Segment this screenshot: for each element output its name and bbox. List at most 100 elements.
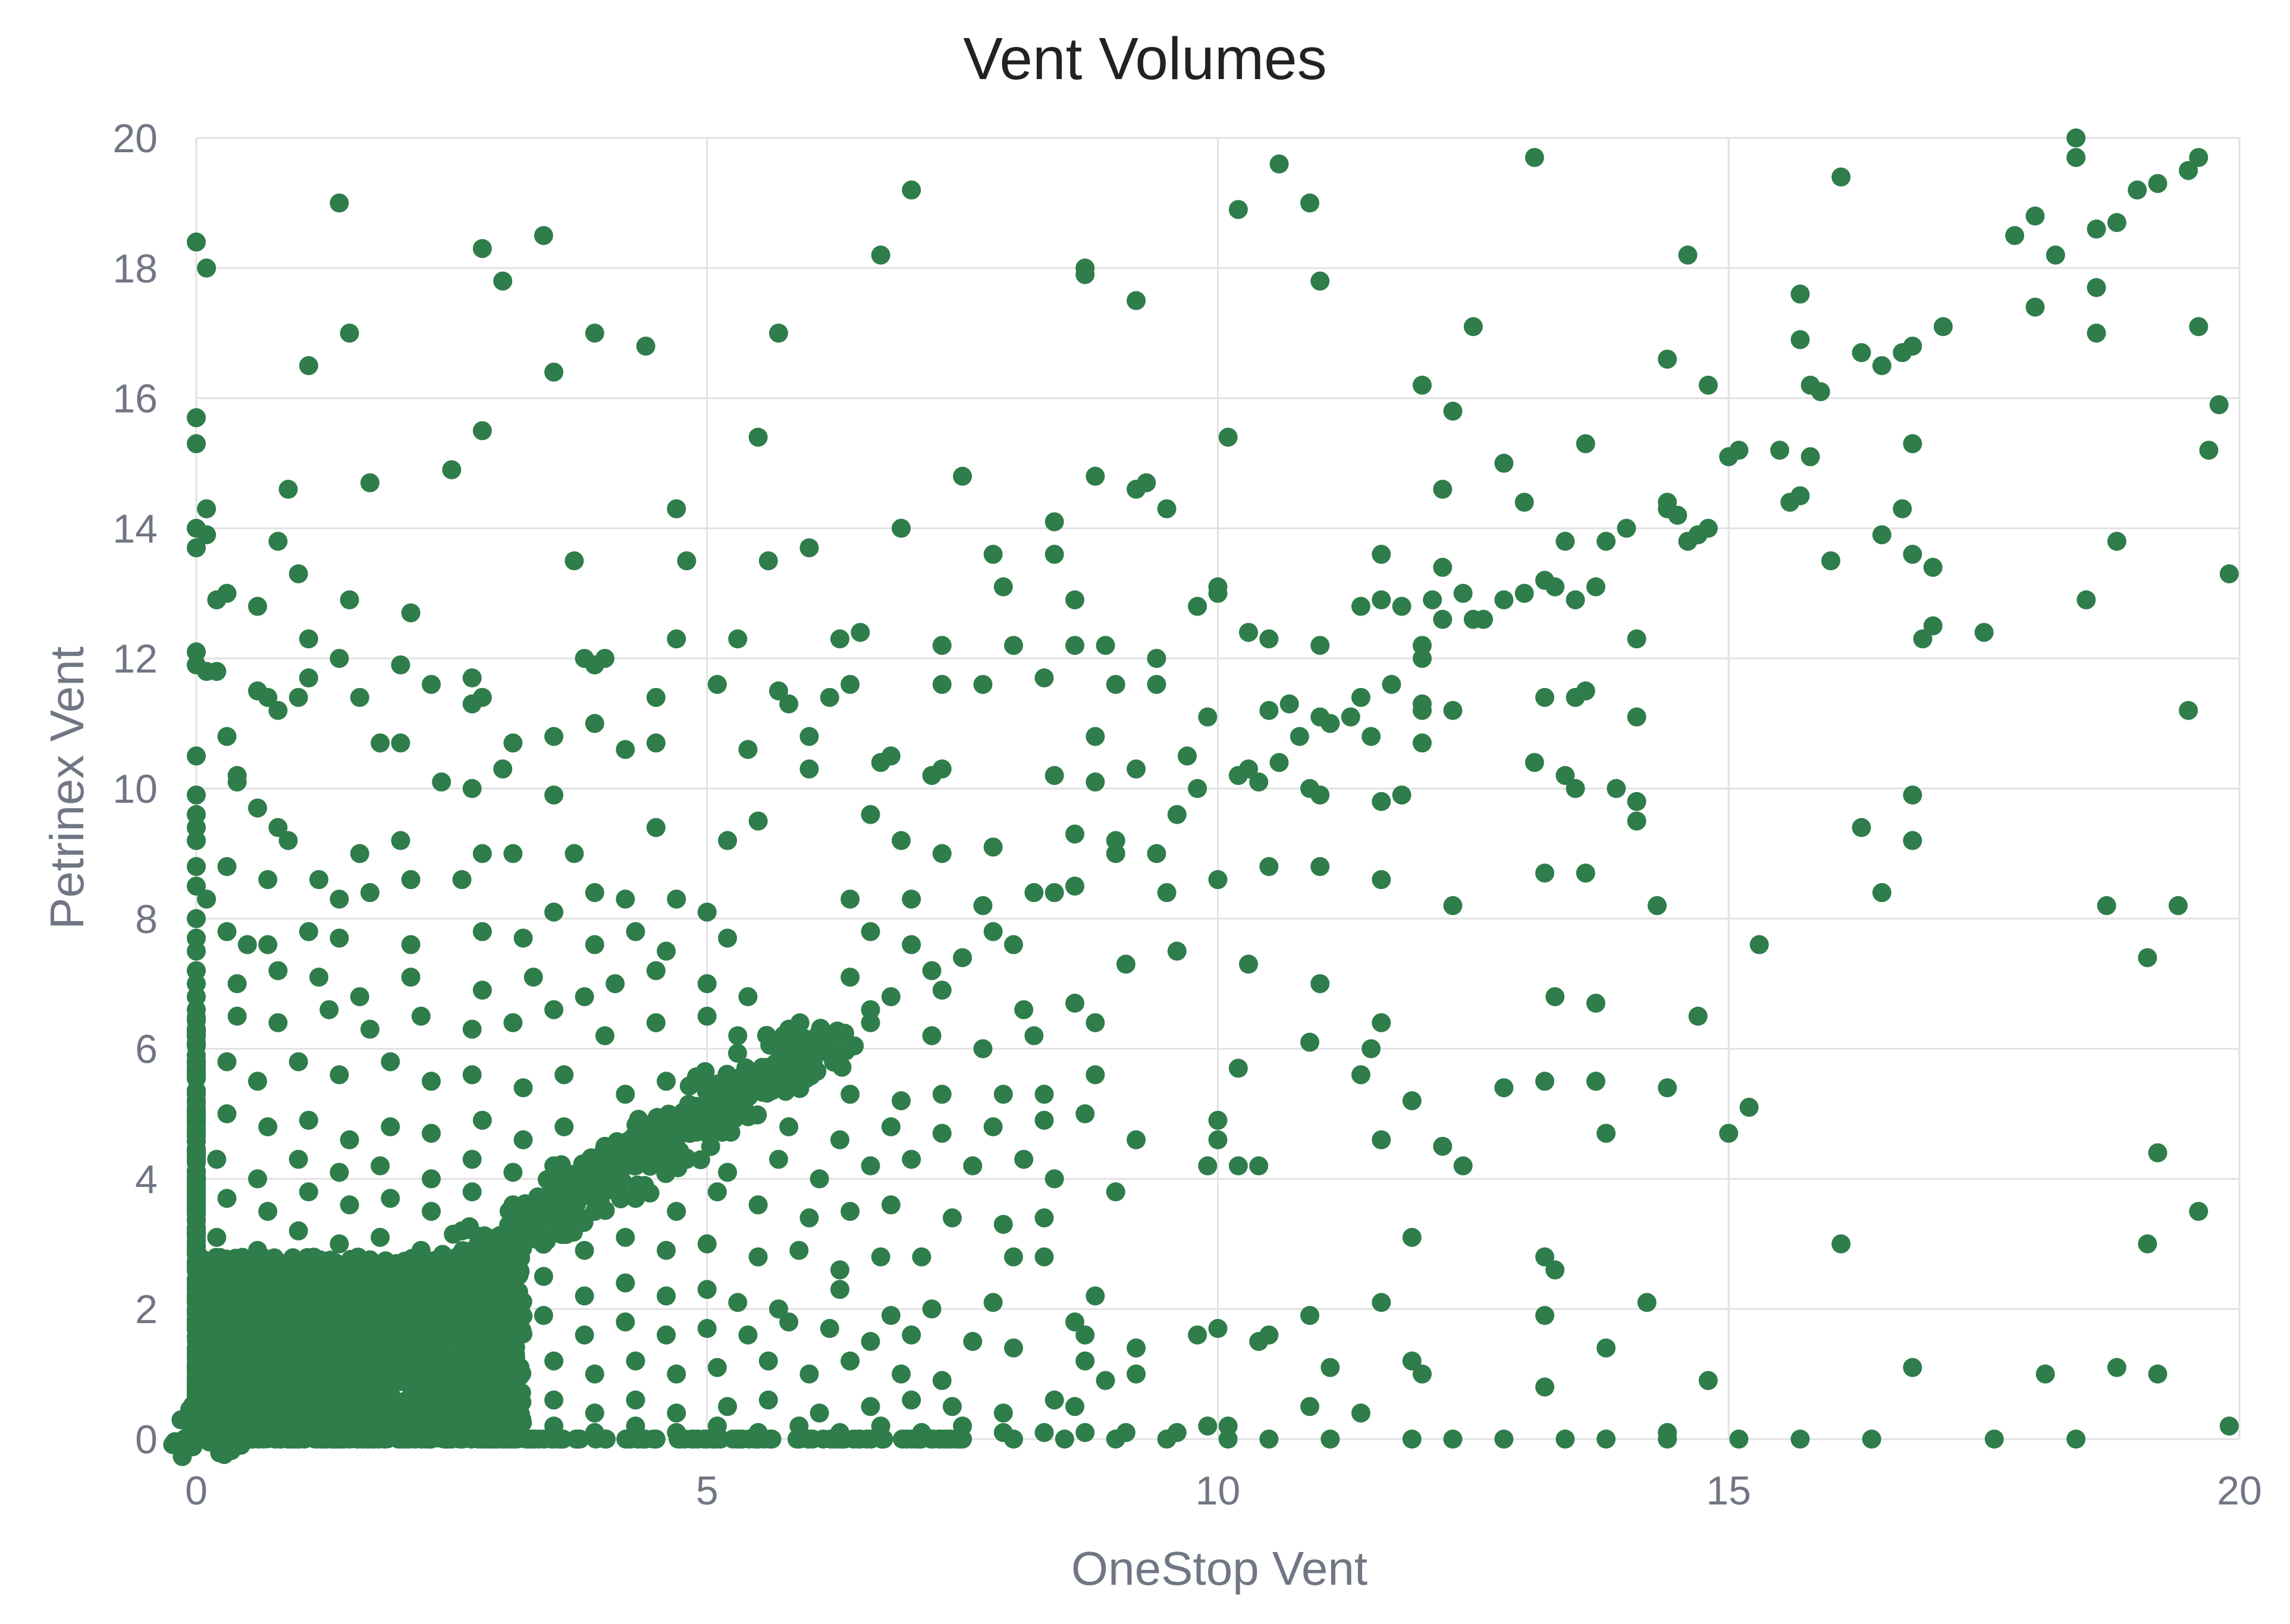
data-point [1862,1430,1881,1449]
data-point [983,922,1003,941]
data-point [288,1052,308,1072]
data-point [1086,1065,1105,1085]
data-point [258,1117,278,1136]
data-point [881,1195,901,1215]
y-tick-label: 12 [112,636,158,681]
data-point [1658,492,1677,512]
data-point [2179,701,2198,720]
data-point [381,1052,400,1072]
data-point [983,545,1003,564]
data-point [942,1208,962,1228]
data-point [217,1052,237,1072]
data-point [640,1183,660,1203]
data-point [585,1202,604,1221]
data-point [738,1104,758,1123]
data-point [187,1019,206,1039]
data-point [651,1143,671,1163]
data-point [1147,674,1166,694]
data-point [187,961,206,981]
data-point [187,831,206,850]
data-point [1535,1247,1555,1267]
data-point [1351,687,1370,707]
data-point [768,323,788,343]
data-point [1494,1078,1514,1098]
data-point [718,928,738,948]
data-point [1382,674,1401,694]
data-point [268,818,288,837]
data-point [1535,570,1555,590]
data-point [1831,1234,1851,1254]
data-point [1004,935,1023,954]
data-point [922,1299,942,1319]
data-point [1903,785,1922,805]
data-point [585,1364,604,1384]
data-point [1004,636,1023,655]
data-point [902,889,921,909]
data-point [2107,1358,2126,1377]
data-point [1524,753,1544,772]
data-point [1923,616,1943,636]
data-point [626,1390,645,1410]
data-point [748,811,768,831]
data-point [462,779,482,798]
data-point [1903,1358,1922,1377]
data-point [1228,1156,1248,1176]
data-point [1208,1130,1228,1149]
data-point [299,1110,318,1130]
data-point [391,733,410,753]
data-point [1127,1364,1146,1384]
data-point [636,337,655,356]
data-point [824,1052,843,1072]
data-point [1351,1065,1370,1085]
data-point [1320,714,1340,733]
data-point [1106,831,1125,850]
data-point [564,551,584,571]
data-point [231,1279,250,1299]
data-point [371,1267,390,1286]
data-point [411,1280,431,1299]
data-point [493,1319,513,1339]
data-point [422,1072,441,1091]
data-point [258,1202,278,1221]
data-point [1433,1136,1453,1156]
data-point [360,1019,379,1039]
data-point [646,733,666,753]
data-point [330,889,349,909]
data-point [288,1260,308,1280]
data-point [503,733,523,753]
data-point [2168,896,2188,915]
data-point [227,772,247,792]
data-point [616,1156,635,1176]
data-point [258,935,278,954]
data-point [1688,1006,1708,1026]
data-point [646,1013,666,1032]
data-point [377,1286,397,1305]
data-point [1208,577,1228,596]
chart-title: Vent Volumes [963,26,1327,92]
data-point [293,1358,313,1377]
data-point [697,1280,717,1299]
data-point [718,1397,738,1416]
data-point [1984,1430,2004,1449]
data-point [1320,1358,1340,1377]
data-point [472,981,492,1000]
data-point [330,193,349,213]
data-point [1576,863,1595,883]
data-point [1310,785,1330,805]
data-point [1208,1110,1228,1130]
data-point [519,1211,539,1231]
data-point [2107,532,2126,551]
data-point [1310,271,1330,291]
data-point [499,1215,519,1235]
data-point [217,583,237,603]
data-point [973,1039,993,1058]
data-point [1933,317,1953,337]
data-point [963,1331,983,1351]
data-point [187,987,206,1007]
data-point [1463,317,1483,337]
data-point [1423,590,1442,610]
data-point [1044,512,1064,532]
data-point [278,479,298,499]
data-point [475,1226,494,1246]
data-point [1372,870,1391,890]
